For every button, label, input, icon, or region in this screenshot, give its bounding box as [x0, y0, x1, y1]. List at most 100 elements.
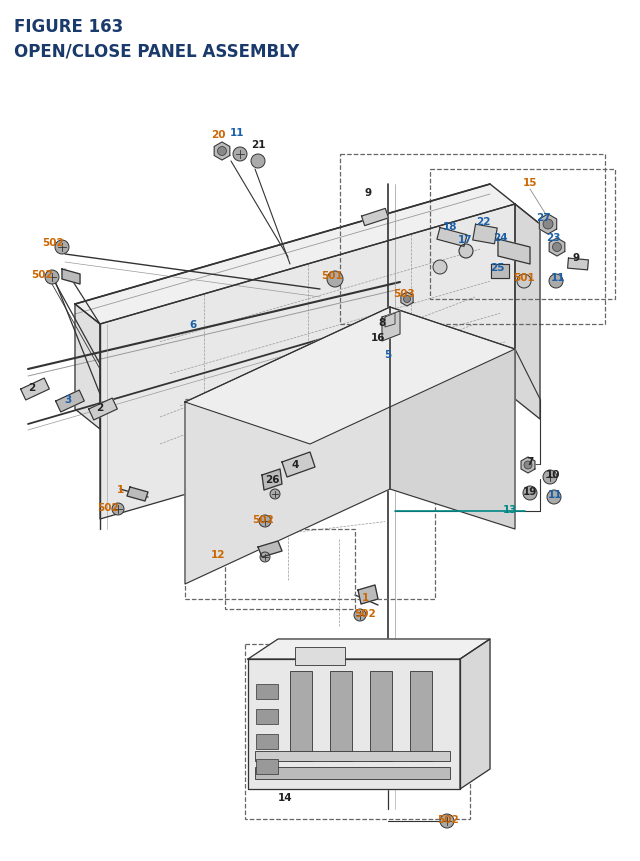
Polygon shape [498, 239, 530, 264]
Polygon shape [362, 209, 388, 226]
Polygon shape [75, 305, 100, 430]
Text: 502: 502 [354, 608, 376, 618]
Text: 15: 15 [523, 177, 537, 188]
Text: FIGURE 163: FIGURE 163 [14, 18, 124, 36]
Polygon shape [127, 487, 148, 501]
Polygon shape [248, 639, 490, 660]
Circle shape [112, 504, 124, 516]
Text: 9: 9 [364, 188, 372, 198]
Circle shape [549, 275, 563, 288]
Text: 27: 27 [536, 213, 550, 223]
Text: 11: 11 [551, 273, 565, 282]
Polygon shape [390, 307, 515, 530]
Text: 18: 18 [443, 222, 457, 232]
Polygon shape [282, 453, 315, 478]
Circle shape [543, 470, 557, 485]
Text: 502: 502 [97, 503, 119, 512]
Polygon shape [515, 205, 540, 419]
Text: 21: 21 [251, 139, 265, 150]
Text: 502: 502 [42, 238, 64, 248]
Polygon shape [248, 660, 460, 789]
Text: 501: 501 [321, 270, 343, 281]
Circle shape [543, 220, 553, 230]
Bar [256, 684, 278, 699]
Bar [225, 530, 355, 610]
Polygon shape [401, 293, 413, 307]
Polygon shape [382, 312, 400, 342]
Text: 11: 11 [230, 127, 244, 138]
Text: 502: 502 [252, 514, 274, 524]
Polygon shape [358, 585, 378, 604]
Text: 12: 12 [211, 549, 225, 560]
Bar [256, 759, 278, 774]
Polygon shape [540, 214, 557, 235]
Circle shape [523, 486, 537, 500]
Bar [290, 672, 312, 761]
Text: 2: 2 [28, 382, 36, 393]
Bar [340, 155, 605, 325]
Polygon shape [521, 457, 535, 474]
Text: 502: 502 [31, 269, 53, 280]
Bar [295, 647, 345, 666]
Circle shape [259, 516, 271, 528]
Polygon shape [385, 313, 395, 328]
Text: 23: 23 [546, 232, 560, 243]
Polygon shape [258, 542, 282, 557]
Polygon shape [20, 379, 49, 400]
Circle shape [459, 245, 473, 258]
Bar [256, 734, 278, 749]
Bar [410, 672, 432, 761]
Bar [245, 644, 470, 819]
Text: OPEN/CLOSE PANEL ASSEMBLY: OPEN/CLOSE PANEL ASSEMBLY [14, 42, 300, 60]
Text: 17: 17 [458, 235, 472, 245]
Text: 1: 1 [116, 485, 124, 494]
Circle shape [55, 241, 69, 255]
Circle shape [251, 155, 265, 169]
Text: 8: 8 [378, 318, 386, 328]
Bar [255, 751, 450, 761]
Text: 24: 24 [493, 232, 508, 243]
Text: 7: 7 [526, 456, 534, 467]
Bar [330, 672, 352, 761]
Text: 26: 26 [265, 474, 279, 485]
Text: 502: 502 [437, 814, 459, 824]
Text: 10: 10 [546, 469, 560, 480]
Bar [370, 672, 392, 761]
Text: 19: 19 [523, 486, 537, 497]
Text: 2: 2 [97, 403, 104, 412]
Circle shape [327, 272, 343, 288]
Polygon shape [473, 225, 497, 245]
Bar [255, 767, 450, 779]
Text: 22: 22 [476, 217, 490, 226]
Circle shape [218, 147, 227, 157]
Circle shape [524, 461, 532, 469]
Circle shape [45, 270, 59, 285]
Polygon shape [262, 469, 282, 491]
Polygon shape [185, 307, 390, 585]
Text: 9: 9 [572, 253, 580, 263]
Circle shape [233, 148, 247, 162]
Polygon shape [214, 143, 230, 161]
Bar [256, 709, 278, 724]
Circle shape [354, 610, 366, 622]
Bar [185, 400, 435, 599]
Text: 503: 503 [393, 288, 415, 299]
Text: 5: 5 [385, 350, 392, 360]
Polygon shape [185, 307, 515, 444]
Text: 1: 1 [362, 592, 369, 603]
Polygon shape [100, 205, 515, 519]
Circle shape [547, 491, 561, 505]
Polygon shape [549, 238, 564, 257]
Text: 13: 13 [503, 505, 517, 514]
Polygon shape [460, 639, 490, 789]
Circle shape [403, 296, 410, 303]
Polygon shape [491, 264, 509, 279]
Polygon shape [62, 269, 80, 285]
Polygon shape [89, 399, 117, 420]
Polygon shape [56, 391, 84, 412]
Bar [430, 170, 615, 300]
Circle shape [260, 553, 270, 562]
Circle shape [552, 243, 561, 252]
Text: 14: 14 [278, 792, 292, 802]
Text: 11: 11 [548, 489, 563, 499]
